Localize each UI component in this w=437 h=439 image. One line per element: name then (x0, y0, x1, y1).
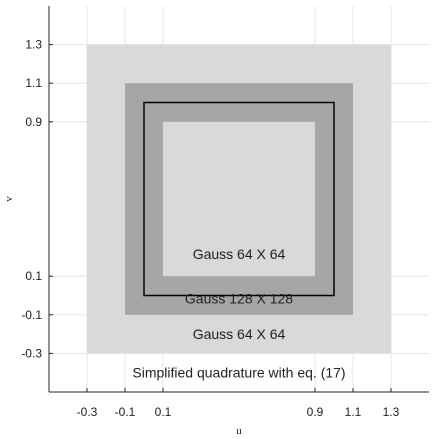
x-axis-title: u (236, 425, 242, 437)
x-tick-label: 1.3 (383, 405, 400, 419)
y-tick-label: 0.1 (25, 269, 42, 283)
middle-region-label: Gauss 128 X 128 (185, 291, 293, 307)
outer-region-label: Gauss 64 X 64 (193, 326, 286, 342)
inner-region (163, 121, 315, 277)
x-tick-label: 0.1 (155, 405, 172, 419)
simplified-quadrature-label: Simplified quadrature with eq. (17) (132, 365, 345, 381)
axis-ticks: -0.3 -0.1 0.1 0.9 1.1 1.3 -0.3 -0.1 0.1 0.9 1.1 1.3 (21, 38, 399, 419)
x-tick-label: -0.1 (115, 405, 136, 419)
x-tick-label: 1.1 (345, 405, 362, 419)
region-labels: Gauss 64 X 64 Gauss 128 X 128 Gauss 64 X… (132, 246, 345, 381)
y-tick-label: -0.3 (21, 346, 42, 360)
y-tick-label: 0.9 (25, 115, 42, 129)
axes-frame (48, 6, 429, 393)
y-axis-title: v (3, 196, 15, 202)
element-boundary (143, 101, 335, 297)
x-tick-label: 0.9 (307, 405, 324, 419)
y-tick-label: 1.1 (25, 76, 42, 90)
x-tick-label: -0.3 (77, 405, 98, 419)
y-tick-label: 1.3 (25, 38, 42, 52)
y-tick-label: -0.1 (21, 308, 42, 322)
integration-regions (87, 44, 391, 354)
inner-region-label: Gauss 64 X 64 (193, 246, 286, 262)
